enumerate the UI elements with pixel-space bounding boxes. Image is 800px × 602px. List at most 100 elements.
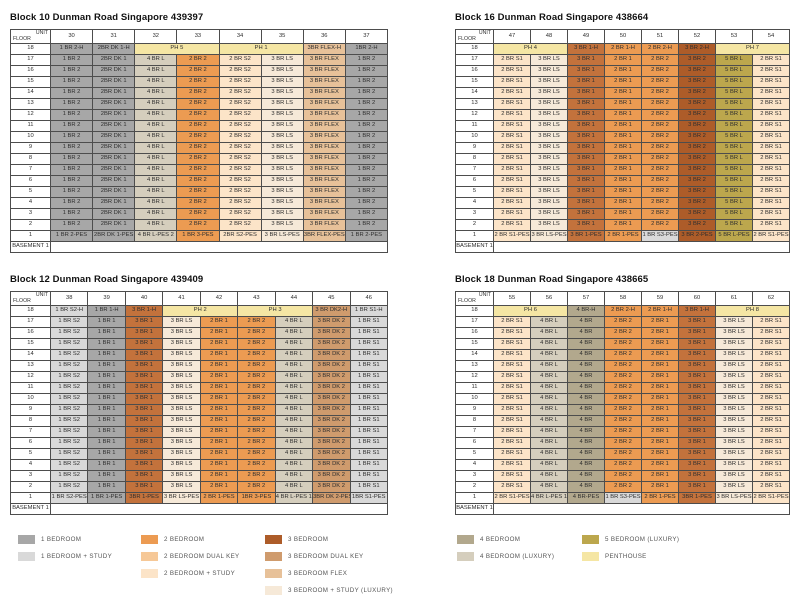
unit-cell: 2BR S2-PES bbox=[218, 230, 262, 242]
unit-cell: 2 BR 2 bbox=[604, 481, 642, 493]
unit-cell: 1 BR S2-PES bbox=[49, 492, 89, 504]
unit-cell: 1BR 3-PES bbox=[237, 492, 276, 504]
unit-cell: 3 BR DK 2 bbox=[312, 316, 351, 328]
unit-cell: 2 BR S2 bbox=[218, 76, 262, 88]
unit-cell: 5 BR L bbox=[715, 208, 753, 220]
unit-cell: 2 BR S1 bbox=[752, 175, 790, 187]
unit-cell: 1 BR S1 bbox=[349, 393, 388, 405]
unit-cell: 2 BR S1 bbox=[493, 54, 531, 66]
unit-cell: 2 BR 2 bbox=[176, 186, 220, 198]
unit-cell: 3 BR 1 bbox=[678, 404, 716, 416]
floor-label: 6 bbox=[10, 437, 51, 449]
legend-swatch bbox=[141, 551, 158, 561]
unit-cell: 4 BR L bbox=[530, 481, 568, 493]
unit-cell: 3 BR 1 bbox=[567, 109, 605, 121]
unit-cell: 2 BR 2 bbox=[237, 327, 276, 339]
unit-cell: 2 BR S1 bbox=[752, 54, 790, 66]
unit-cell: 2 BR 1 bbox=[604, 98, 642, 110]
unit-number: 32 bbox=[134, 29, 178, 44]
unit-cell: 3 BR LS bbox=[162, 393, 201, 405]
floor-label: 2 bbox=[455, 481, 494, 493]
floor-label: 7 bbox=[10, 426, 51, 438]
unit-cell: 3 BR 1 bbox=[678, 481, 716, 493]
unit-cell: 2 BR S1 bbox=[752, 349, 790, 361]
block-title: Block 16 Dunman Road Singapore 438664 bbox=[455, 12, 649, 23]
unit-cell: 1 BR S3-PES bbox=[641, 230, 679, 242]
unit-cell: 2BR DK 1 bbox=[92, 109, 136, 121]
floor-label: 16 bbox=[455, 65, 494, 77]
unit-number: 47 bbox=[493, 29, 531, 44]
unit-cell: 1 BR 2-H bbox=[49, 43, 94, 55]
unit-cell: 3 BR FLEX bbox=[302, 54, 346, 66]
unit-cell: 1 BR S2 bbox=[49, 404, 89, 416]
floor-label: 9 bbox=[10, 404, 51, 416]
unit-cell: 2 BR 2 bbox=[237, 360, 276, 372]
block-section-10: Block 10 Dunman Road Singapore 439397 UN… bbox=[10, 12, 389, 253]
unit-cell: 2 BR 2 bbox=[176, 164, 220, 176]
unit-number: 35 bbox=[260, 29, 304, 44]
unit-cell: 2 BR 2 bbox=[604, 327, 642, 339]
unit-cell: 5 BR L bbox=[715, 164, 753, 176]
unit-cell: 2 BR 2 bbox=[604, 338, 642, 350]
unit-cell: 3 BR LS bbox=[530, 65, 568, 77]
unit-cell: 4 BR L bbox=[134, 164, 178, 176]
unit-cell: 2 BR S1 bbox=[493, 437, 531, 449]
legend-swatch bbox=[18, 534, 35, 544]
unit-cell: 2BR DK 1 bbox=[92, 65, 136, 77]
unit-cell: 1 BR 2 bbox=[344, 197, 389, 209]
unit-cell: 2 BR 2 bbox=[604, 382, 642, 394]
floor-label: 2 bbox=[10, 481, 51, 493]
unit-cell: 3 BR 2 bbox=[678, 87, 716, 99]
unit-cell: 2 BR S1 bbox=[493, 382, 531, 394]
floor-label: 1 bbox=[455, 230, 494, 242]
unit-cell: 3 BR 1 bbox=[567, 186, 605, 198]
unit-cell: 5 BR L-PES bbox=[715, 230, 753, 242]
unit-cell: 3 BR LS bbox=[162, 437, 201, 449]
unit-cell: 1 BR 2 bbox=[344, 153, 389, 165]
unit-cell: 3 BR 2 bbox=[678, 109, 716, 121]
unit-cell: 3 BR 2 bbox=[678, 120, 716, 132]
legend-label: 3 BEDROOM bbox=[288, 535, 329, 543]
unit-cell: 1BR S1-PES bbox=[349, 492, 388, 504]
unit-cell: 2 BR 1 bbox=[641, 459, 679, 471]
unit-cell: 3 BR FLEX bbox=[302, 87, 346, 99]
unit-cell: 3 BR LS bbox=[162, 349, 201, 361]
floor-label: 8 bbox=[10, 415, 51, 427]
unit-cell: 1 BR 1 bbox=[87, 371, 126, 383]
floor-label: 4 bbox=[455, 197, 494, 209]
unit-cell: 2 BR 1 bbox=[604, 153, 642, 165]
unit-cell: 3 BR 1 bbox=[567, 54, 605, 66]
legend-group: 3 BEDROOM 3 BEDROOM DUAL KEY 3 BEDROOM FLE… bbox=[265, 534, 393, 602]
floor-label: 6 bbox=[455, 175, 494, 187]
unit-cell: 2 BR 1 bbox=[641, 349, 679, 361]
unit-cell: 2 BR 2 bbox=[641, 65, 679, 77]
unit-cell: 2 BR 1 bbox=[604, 197, 642, 209]
unit-cell: 3 BR LS bbox=[162, 426, 201, 438]
unit-cell: 1 BR 1 bbox=[87, 360, 126, 372]
unit-number: 52 bbox=[678, 29, 716, 44]
unit-number: 46 bbox=[349, 291, 388, 306]
unit-cell: 2 BR S1 bbox=[493, 316, 531, 328]
unit-cell: 3 BR LS bbox=[530, 131, 568, 143]
unit-cell: 3 BR FLEX bbox=[302, 131, 346, 143]
unit-cell: 1 BR 1 bbox=[87, 393, 126, 405]
unit-cell: 3 BR 2 bbox=[678, 164, 716, 176]
unit-cell: 2 BR 2 bbox=[604, 371, 642, 383]
floor-label: 11 bbox=[10, 120, 51, 132]
unit-cell: 4 BR L bbox=[134, 219, 178, 231]
unit-cell: 3 BR DK2-H bbox=[312, 305, 351, 317]
unit-cell: 2 BR 1-PES bbox=[604, 230, 642, 242]
unit-cell: 2BR DK 1 bbox=[92, 164, 136, 176]
floor-label: 10 bbox=[10, 131, 51, 143]
unit-cell: 3 BR 1 bbox=[124, 459, 164, 471]
unit-cell: 3 BR DK 2 bbox=[312, 371, 351, 383]
block-section-16: Block 16 Dunman Road Singapore 438664 UN… bbox=[455, 12, 790, 253]
floor-label: 17 bbox=[10, 316, 51, 328]
floor-label: 7 bbox=[455, 426, 494, 438]
unit-number: 34 bbox=[218, 29, 262, 44]
floor-label: 1 bbox=[455, 492, 494, 504]
unit-cell: 4 BR L bbox=[530, 470, 568, 482]
unit-cell: 3 BR DK 2 bbox=[312, 393, 351, 405]
